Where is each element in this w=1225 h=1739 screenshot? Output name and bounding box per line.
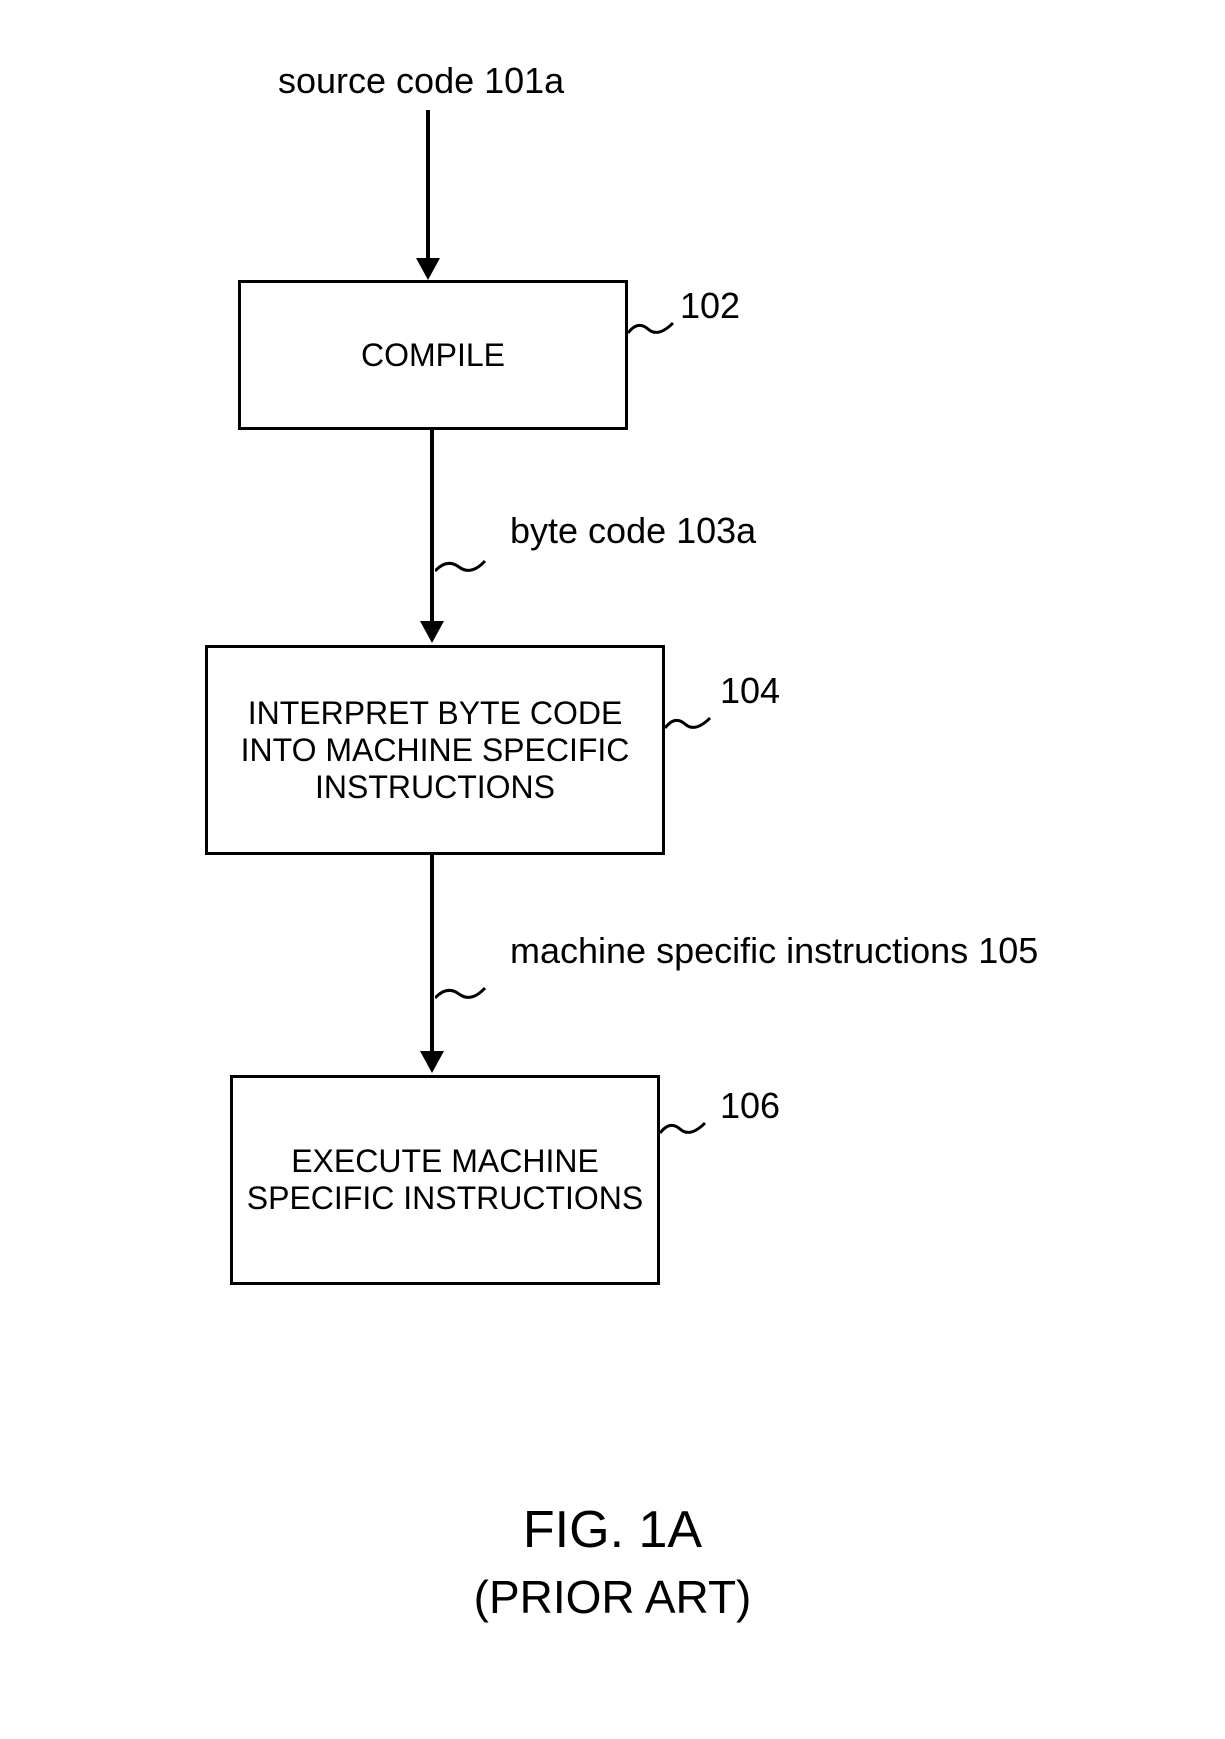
- arrow-1: [426, 110, 430, 260]
- arrow-2-head: [420, 621, 444, 643]
- figure-subtitle: (PRIOR ART): [0, 1570, 1225, 1624]
- interpret-box-text: INTERPRET BYTE CODE INTO MACHINE SPECIFI…: [218, 695, 652, 806]
- squiggle-1: [628, 315, 678, 340]
- execute-box-number: 106: [720, 1085, 780, 1127]
- byte-code-label: byte code 103a: [510, 510, 756, 552]
- arrow-3: [430, 855, 434, 1053]
- flowchart-container: source code 101a COMPILE 102 byte code 1…: [0, 0, 1225, 1739]
- squiggle-5: [660, 1115, 710, 1140]
- compile-box-number: 102: [680, 285, 740, 327]
- arrow-3-head: [420, 1051, 444, 1073]
- squiggle-2: [435, 553, 490, 578]
- squiggle-3: [665, 710, 715, 735]
- execute-box-text: EXECUTE MACHINE SPECIFIC INSTRUCTIONS: [243, 1143, 647, 1217]
- arrow-2: [430, 430, 434, 623]
- compile-box: COMPILE: [238, 280, 628, 430]
- squiggle-4: [435, 980, 490, 1005]
- interpret-box: INTERPRET BYTE CODE INTO MACHINE SPECIFI…: [205, 645, 665, 855]
- interpret-box-number: 104: [720, 670, 780, 712]
- arrow-1-head: [416, 258, 440, 280]
- figure-title: FIG. 1A: [0, 1500, 1225, 1560]
- compile-box-text: COMPILE: [361, 337, 505, 374]
- source-code-label: source code 101a: [278, 60, 564, 102]
- execute-box: EXECUTE MACHINE SPECIFIC INSTRUCTIONS: [230, 1075, 660, 1285]
- machine-instructions-label: machine specific instructions 105: [510, 930, 1038, 972]
